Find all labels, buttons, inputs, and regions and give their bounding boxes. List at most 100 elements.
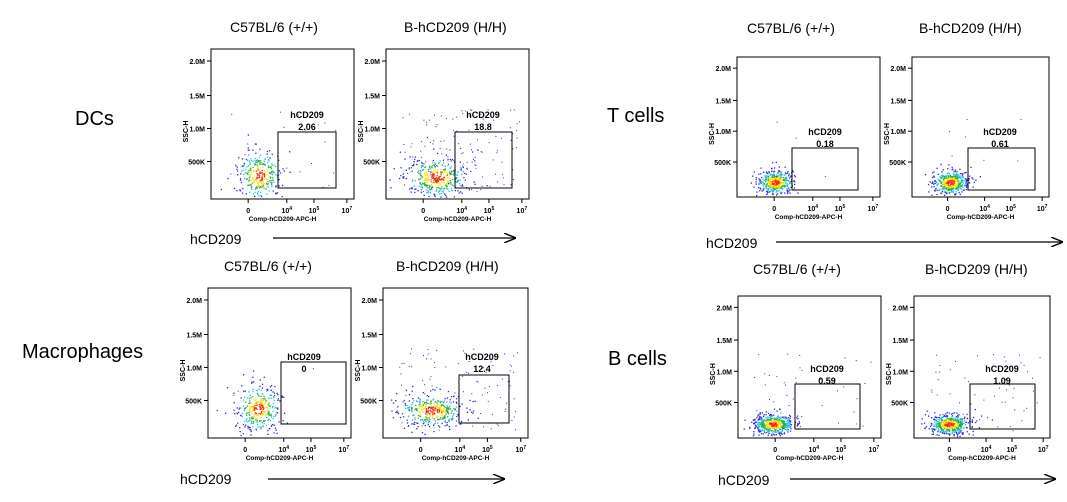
event-dot xyxy=(943,175,945,177)
event-dot xyxy=(268,397,270,399)
event-dot xyxy=(270,415,272,417)
event-dot xyxy=(255,429,257,431)
event-dot xyxy=(948,177,950,179)
event-dot xyxy=(765,417,767,419)
event-dot xyxy=(966,413,968,416)
event-dot xyxy=(462,185,464,187)
event-dot xyxy=(779,184,781,186)
y-tick-label: 2.0M xyxy=(715,66,731,73)
event-dot xyxy=(779,185,781,187)
event-dot xyxy=(933,176,935,178)
event-dot xyxy=(422,400,424,403)
event-dot xyxy=(768,432,770,434)
event-dot xyxy=(262,424,264,427)
event-dot xyxy=(934,182,936,184)
event-dot xyxy=(442,402,445,404)
event-dot xyxy=(455,410,458,412)
event-dot xyxy=(946,422,948,424)
event-dot xyxy=(399,151,401,153)
event-dot xyxy=(263,420,265,422)
event-dot xyxy=(785,179,787,181)
event-dot xyxy=(412,414,414,416)
event-dot xyxy=(407,426,409,427)
event-dot xyxy=(1008,384,1010,386)
event-dot xyxy=(944,427,946,429)
event-dot xyxy=(482,118,484,120)
event-dot xyxy=(445,174,448,177)
event-dot xyxy=(408,365,410,367)
event-dot xyxy=(947,188,950,191)
event-dot xyxy=(760,416,762,418)
event-dot xyxy=(431,415,433,417)
event-dot xyxy=(777,182,779,184)
event-dot xyxy=(959,182,961,184)
event-dot xyxy=(763,414,765,416)
event-dot xyxy=(420,408,422,411)
event-dot xyxy=(778,166,780,168)
event-dot xyxy=(482,176,484,178)
event-dot xyxy=(262,412,264,414)
event-dot xyxy=(444,421,446,423)
event-dot xyxy=(278,178,280,181)
event-dot xyxy=(780,416,782,418)
event-dot xyxy=(470,411,473,413)
event-dot xyxy=(449,158,451,160)
event-dot xyxy=(768,191,771,193)
event-dot xyxy=(788,405,790,406)
event-dot xyxy=(943,180,945,182)
event-dot xyxy=(776,175,778,177)
event-dot xyxy=(256,186,258,188)
event-dot xyxy=(780,173,782,175)
event-dot xyxy=(756,427,759,429)
event-dot xyxy=(251,381,253,383)
event-dot xyxy=(775,187,777,189)
event-dot xyxy=(266,389,269,391)
gate-box xyxy=(969,383,1036,430)
event-dot xyxy=(407,407,409,409)
event-dot xyxy=(762,189,764,191)
event-dot xyxy=(461,192,463,194)
event-dot xyxy=(777,185,780,187)
event-dot xyxy=(923,422,926,424)
event-dot xyxy=(776,121,778,123)
event-dot xyxy=(236,407,238,409)
event-dot xyxy=(410,170,412,173)
event-dot xyxy=(756,410,758,412)
event-dot xyxy=(419,415,421,418)
event-dot xyxy=(442,409,444,412)
event-dot xyxy=(414,408,416,411)
event-dot xyxy=(784,428,786,430)
event-dot xyxy=(781,416,784,418)
event-dot xyxy=(959,177,961,179)
event-dot xyxy=(945,420,948,422)
event-dot xyxy=(433,170,435,172)
event-dot xyxy=(791,169,794,172)
event-dot xyxy=(795,382,797,384)
event-dot xyxy=(251,182,254,184)
event-dot xyxy=(441,164,443,166)
event-dot xyxy=(943,422,945,425)
event-dot xyxy=(753,171,755,173)
event-dot xyxy=(250,169,252,171)
event-dot xyxy=(472,151,474,153)
event-dot xyxy=(778,185,780,188)
event-dot xyxy=(473,181,475,183)
event-dot xyxy=(477,149,479,151)
event-dot xyxy=(946,187,948,189)
event-dot xyxy=(441,171,443,173)
event-dot xyxy=(513,355,515,357)
event-dot xyxy=(461,153,463,155)
event-dot xyxy=(409,188,411,190)
event-dot xyxy=(425,413,427,415)
event-dot xyxy=(772,426,774,428)
event-dot xyxy=(933,183,935,185)
event-dot xyxy=(426,182,428,184)
event-dot xyxy=(420,183,422,185)
event-dot xyxy=(761,412,763,414)
event-dot xyxy=(951,430,953,432)
event-dot xyxy=(931,391,933,393)
event-dot xyxy=(255,427,257,430)
event-dot xyxy=(246,405,248,407)
event-dot xyxy=(946,416,948,419)
event-dot xyxy=(427,187,429,189)
